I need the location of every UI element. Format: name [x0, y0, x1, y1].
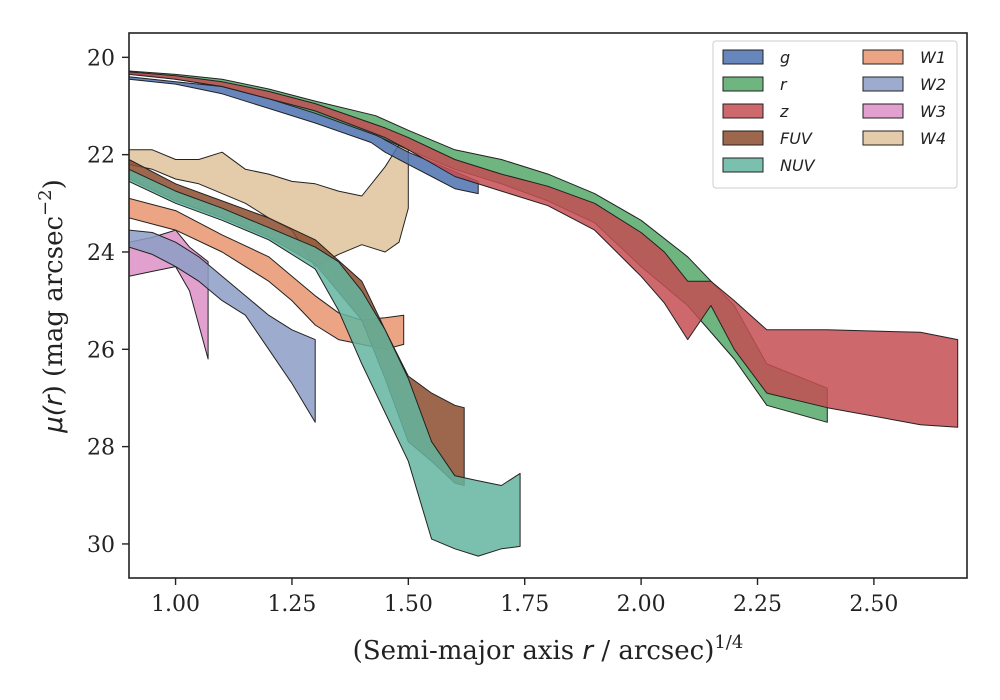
- x-axis-label-prefix: (Semi-major axis: [353, 636, 583, 666]
- y-tick-label: 30: [87, 533, 115, 558]
- x-axis-label-math: r: [582, 636, 595, 666]
- legend-label-w1: W1: [920, 48, 946, 67]
- x-axis-label-exponent: 1/4: [714, 632, 743, 653]
- y-tick-label: 22: [87, 144, 115, 169]
- legend-swatch-g: [722, 49, 764, 65]
- legend-swatch-w3: [862, 103, 904, 119]
- legend-label-w3: W3: [920, 102, 946, 121]
- legend-swatch-z: [722, 103, 764, 119]
- x-tick-label: 1.00: [151, 592, 200, 617]
- y-axis-label-end: ): [39, 179, 69, 189]
- band-r: [129, 70, 828, 423]
- x-tick-label: 1.50: [384, 592, 433, 617]
- band-z: [129, 71, 959, 428]
- legend-label-fuv: FUV: [780, 129, 813, 148]
- profile-bands: [129, 70, 959, 557]
- x-axis-ticks: 1.00 1.25 1.50 1.75 2.00 2.25 2.50: [151, 578, 898, 617]
- legend-label-z: z: [779, 102, 789, 121]
- y-axis-ticks: 20 22 24 26 28 30: [87, 46, 129, 558]
- legend-swatch-w1: [862, 49, 904, 65]
- plot-frame: [128, 32, 968, 579]
- legend: grz FUV NUV W1 W2 W3 W4: [712, 40, 958, 189]
- x-axis-label: (Semi-major axis r / arcsec)1/4: [353, 632, 744, 666]
- legend-label-w4: W4: [920, 129, 946, 148]
- y-axis-label: μ(r) (mag arcsec−2): [35, 179, 69, 434]
- x-tick-label: 1.75: [500, 592, 549, 617]
- y-axis-label-mid: ) (mag arcsec: [39, 216, 69, 395]
- legend-swatch-r: [722, 76, 764, 92]
- y-tick-label: 24: [87, 241, 115, 266]
- y-tick-label: 28: [87, 436, 115, 461]
- legend-swatch-w4: [862, 130, 904, 146]
- band-nuv: [129, 168, 521, 557]
- x-tick-label: 2.25: [733, 592, 782, 617]
- legend-swatch-fuv: [722, 130, 764, 146]
- y-tick-label: 20: [87, 46, 115, 71]
- legend-swatch-nuv: [722, 157, 764, 173]
- legend-swatch-w2: [862, 76, 904, 92]
- legend-label-w2: W2: [920, 75, 946, 94]
- x-tick-label: 2.50: [849, 592, 898, 617]
- y-tick-label: 26: [87, 338, 115, 363]
- legend-label-r: r: [780, 75, 788, 94]
- x-axis-label-suffix: / arcsec): [593, 636, 714, 666]
- x-tick-label: 1.25: [267, 592, 316, 617]
- y-axis-label-math: r: [39, 393, 69, 406]
- legend-label-g: g: [780, 48, 790, 67]
- legend-label-nuv: NUV: [780, 156, 816, 175]
- x-tick-label: 2.00: [617, 592, 666, 617]
- band-w2: [129, 229, 316, 423]
- band-w1: [129, 197, 405, 350]
- y-axis-label-mu: μ(: [39, 404, 69, 434]
- band-w4: [129, 144, 409, 268]
- y-axis-label-exponent: −2: [35, 189, 56, 216]
